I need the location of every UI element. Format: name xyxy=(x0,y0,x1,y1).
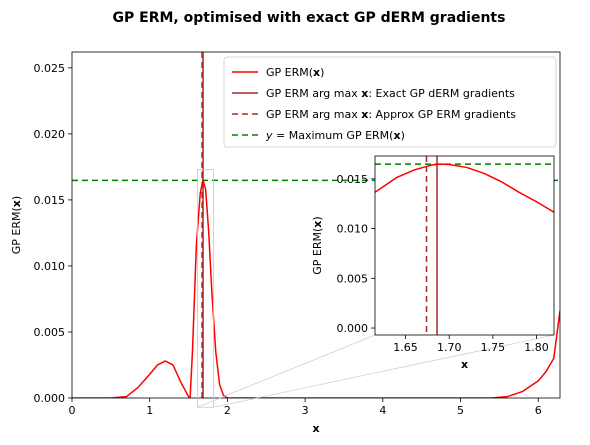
inset-x-axis-title: x xyxy=(461,358,468,371)
legend-entry-pre: GP ERM arg max xyxy=(266,108,361,121)
zoom-indicator xyxy=(197,169,555,408)
x-axis-title: x xyxy=(312,422,319,435)
x-tick-label: 0 xyxy=(69,404,76,417)
legend-entry-pre: y xyxy=(265,129,273,142)
inset-y-tick-label: 0.005 xyxy=(337,272,369,285)
legend-entry-pre: GP ERM( xyxy=(266,66,313,79)
main-data-layer xyxy=(72,52,560,398)
inset-x-tick-label: 1.80 xyxy=(524,341,549,354)
y-tick-label: 0.015 xyxy=(34,194,66,207)
inset-y-tick-label: 0.015 xyxy=(337,173,369,186)
legend-entry-post: : Exact GP dERM gradients xyxy=(368,87,515,100)
inset-x-tick-label: 1.75 xyxy=(481,341,506,354)
y-axis-title-post: ) xyxy=(10,196,23,200)
legend-entry-var: x xyxy=(361,87,368,100)
legend-entry-post: : Approx GP ERM gradients xyxy=(368,108,516,121)
main-axes-frame xyxy=(71,51,561,399)
legend-entry: y = Maximum GP ERM(x) xyxy=(265,129,405,142)
x-tick-label: 4 xyxy=(379,404,386,417)
inset-y-axis-title-var: x xyxy=(311,221,324,228)
inset-x-tick-label: 1.70 xyxy=(437,341,462,354)
x-tick-label: 5 xyxy=(457,404,464,417)
legend-entry-post: ) xyxy=(401,129,405,142)
inset-data-layer xyxy=(375,156,554,335)
y-axis-title: GP ERM(x) xyxy=(10,196,23,254)
legend-entry: GP ERM(x) xyxy=(266,66,324,79)
inset-plot-area xyxy=(375,156,554,335)
inset-erm-curve xyxy=(375,163,554,213)
legend-entry: GP ERM arg max x: Approx GP ERM gradient… xyxy=(266,108,516,121)
legend: GP ERM(x)GP ERM arg max x: Exact GP dERM… xyxy=(223,56,557,148)
inset-y-tick-label: 0.000 xyxy=(337,322,369,335)
y-tick-label: 0.005 xyxy=(34,326,66,339)
legend-entry-post: = Maximum GP ERM( xyxy=(273,129,394,142)
inset-x-tick-label: 1.65 xyxy=(393,341,418,354)
x-tick-label: 3 xyxy=(302,404,309,417)
y-tick-label: 0.010 xyxy=(34,260,66,273)
legend-entry-post: ) xyxy=(320,66,324,79)
zoom-connector-line xyxy=(197,334,376,408)
legend-entry: GP ERM arg max x: Exact GP dERM gradient… xyxy=(266,87,515,100)
x-tick-label: 1 xyxy=(146,404,153,417)
inset-axes-frame xyxy=(374,155,555,336)
y-tick-label: 0.020 xyxy=(34,128,66,141)
inset-axes: 1.65 1.70 1.75 1.800.0000.0050.0100.015xGP … xyxy=(311,155,555,371)
legend-box xyxy=(223,56,557,148)
legend-entry-var: x xyxy=(393,129,400,142)
zoom-region-box xyxy=(197,169,214,408)
chart-title: GP ERM, optimised with exact GP dERM gra… xyxy=(113,10,506,26)
legend-entry-var: x xyxy=(313,66,320,79)
legend-entry-var: x xyxy=(361,108,368,121)
x-tick-label: 2 xyxy=(224,404,231,417)
y-tick-label: 0.025 xyxy=(34,62,66,75)
y-axis-title-var: x xyxy=(10,200,23,207)
inset-y-tick-label: 0.010 xyxy=(337,223,369,236)
y-axis-title-pre: GP ERM( xyxy=(10,207,23,254)
inset-y-axis-title: GP ERM(x) xyxy=(311,216,324,274)
x-tick-label: 6 xyxy=(535,404,542,417)
inset-y-axis-title-pre: GP ERM( xyxy=(311,228,324,275)
inset-y-axis-title-post: ) xyxy=(311,216,324,220)
zoom-connector-line xyxy=(213,334,555,408)
erm-curve xyxy=(72,179,560,398)
legend-entry-pre: GP ERM arg max xyxy=(266,87,361,100)
y-tick-label: 0.000 xyxy=(34,392,66,405)
